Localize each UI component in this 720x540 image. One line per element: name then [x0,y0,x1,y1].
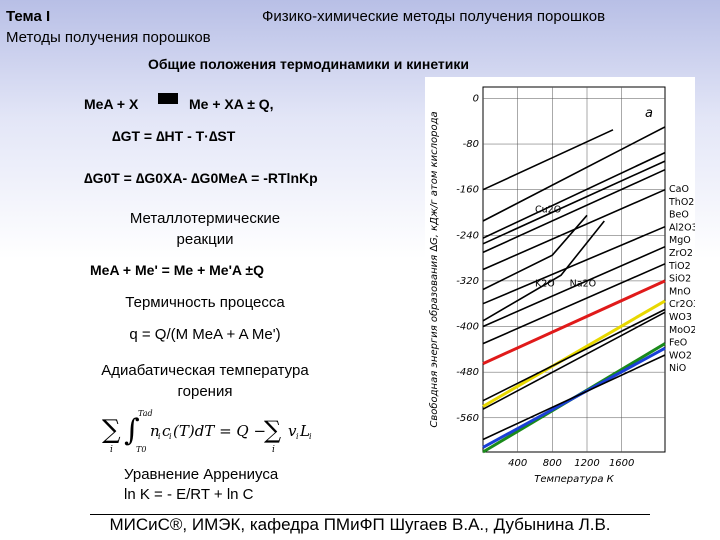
x-tick-label: 1200 [574,458,599,469]
y-tick-label: -320 [456,276,479,287]
series-line [482,354,666,441]
standard-gibbs-text: ∆G0T = ∆G0XA- ∆G0MeA = -RTlnKp [84,170,318,186]
y-tick-label: -160 [456,185,479,196]
series-label: NiO [669,363,686,374]
series-line [482,151,666,239]
y-tick-label: -240 [456,230,479,241]
series-line [482,225,666,305]
reaction-left: MeA + X [84,96,139,112]
series-line [482,245,666,328]
footer-rule [90,514,650,515]
series-line [482,214,588,291]
svg-text:i: i [158,432,161,441]
svg-text:v: v [288,422,297,440]
series-label: WO2 [669,350,692,361]
svg-text:i: i [296,432,299,441]
metallothermic-heading: Металлотермические реакции [129,210,281,248]
series-label: FeO [669,338,687,349]
y-tick-label: -560 [456,413,479,424]
x-tick-label: 800 [543,458,562,469]
series-label: BeO [669,210,689,221]
reaction-right: Me + XA ± Q, [189,96,274,112]
svg-text:i: i [110,445,113,455]
series-line [482,279,666,365]
series-line [482,308,666,402]
gibbs-equation-text: ∆GT = ∆HT - T·∆ST [112,128,236,144]
thermicity-formula: q = Q/(M MeA + A Me') [129,326,281,343]
series-label: MnO [669,286,691,297]
panel-label: а [645,106,653,121]
series-label: Al2O3 [669,222,695,233]
series-label: Cu2O [535,204,561,215]
slide-subtitle: Методы получения порошков [6,29,211,46]
slide-title: Физико-химические методы получения порош… [262,8,606,25]
series-line [482,126,666,222]
series-label: ZrO2 [669,248,693,259]
thermicity-heading: Термичность процесса [125,294,285,311]
svg-text:i: i [309,432,312,441]
series-label: K2O [535,279,555,290]
series-line [482,168,666,254]
series-line [482,220,605,322]
svg-text:∑: ∑ [264,416,281,444]
svg-text:∫: ∫ [124,413,140,448]
series-label: MgO [669,235,691,246]
svg-text:(T)dT = Q −: (T)dT = Q − [173,422,266,440]
adiabatic-heading: Адиабатическая температура горения [101,362,309,400]
arrhenius-heading: Уравнение Аррениуса [124,466,279,483]
standard-gibbs-equation: ∆G0T = ∆G0XA- ∆G0MeA = -RTlnKp [84,170,318,186]
svg-text:Tad: Tad [138,409,153,418]
section-heading: Общие положения термодинамики и кинетики [148,56,470,72]
svg-text:c: c [162,422,171,440]
svg-text:L: L [299,422,310,440]
y-tick-label: -400 [456,322,479,333]
svg-text:i: i [169,432,172,441]
y-axis-label: Свободная энергия образования ∆G, кДж/г … [428,111,440,427]
series-line [482,299,666,408]
y-tick-label: 0 [473,93,479,104]
series-label: MoO2 [669,325,695,336]
svg-text:∑: ∑ [102,415,121,445]
series-label: Cr2O3 [669,299,695,310]
topic-label: Тема I [6,8,51,25]
gibbs-equation: ∆GT = ∆HT - T·∆ST [112,128,235,144]
metallothermic-reaction: MeA + Me' = Me + Me'A ±Q [90,262,264,278]
svg-text:n: n [150,422,160,440]
x-tick-label: 400 [508,458,527,469]
y-tick-label: -480 [456,367,479,378]
series-label: CaO [669,184,689,195]
series-label: ThO2 [668,197,694,208]
x-tick-label: 1600 [609,458,634,469]
series-label: TiO2 [668,261,691,272]
svg-text:T0: T0 [136,445,146,454]
series-label: SiO2 [669,274,691,285]
arrhenius-formula: ln K = - E/RT + ln C [124,486,254,503]
series-line [482,263,666,345]
adiabatic-integral-formula: ∑ i ∫ Tad T0 n i c i (T)dT = Q − ∑ i v i… [102,409,312,455]
svg-text:i: i [272,445,275,455]
y-tick-label: -80 [463,139,479,150]
footer-credits: МИСиС®, ИМЭК, кафедра ПМиФП Шугаев В.А.,… [109,515,611,534]
series-line [482,311,666,410]
reaction-arrow-icon [158,93,178,104]
series-label: Na2O [570,279,596,290]
x-axis-label: Температура К [534,474,614,485]
series-line [482,160,666,245]
series-label: WO3 [669,312,692,323]
series-line [482,129,614,191]
